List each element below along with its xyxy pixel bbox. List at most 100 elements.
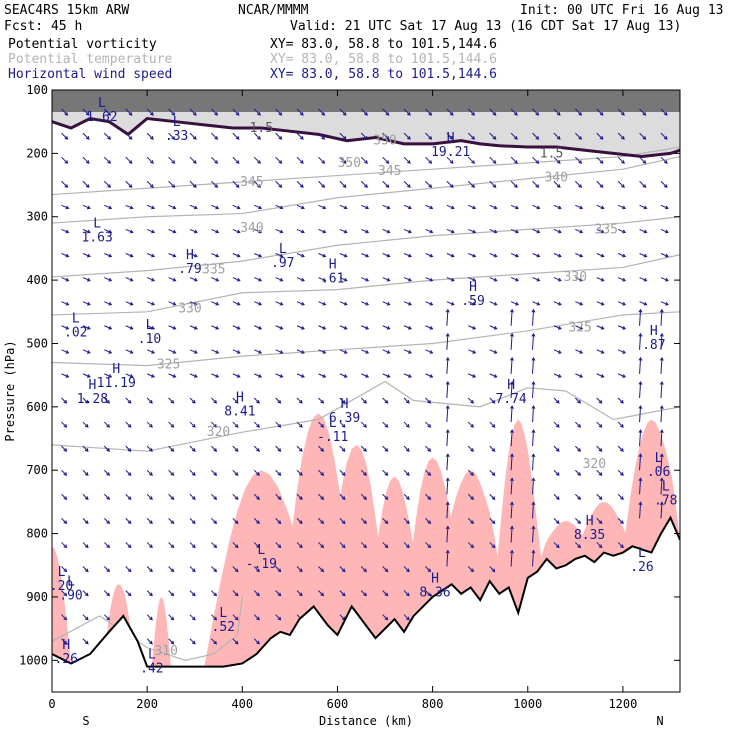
wind-arrow-head: [257, 184, 261, 188]
wind-arrow: [339, 156, 347, 164]
wind-arrow-head: [84, 544, 89, 549]
wind-arrow: [61, 204, 69, 209]
wind-arrow: [253, 518, 260, 524]
wind-arrow: [446, 406, 449, 423]
wind-arrow-head: [108, 350, 113, 354]
wind-arrow: [82, 566, 89, 572]
wind-arrow-head: [343, 374, 348, 378]
wind-arrow-head: [279, 277, 284, 282]
wind-arrow: [318, 421, 324, 428]
wind-arrow: [82, 493, 89, 500]
wind-arrow: [275, 397, 281, 404]
wind-arrow: [146, 108, 154, 116]
tropopause-contour: [52, 116, 680, 159]
wind-arrow: [553, 132, 561, 140]
wind-arrow: [232, 542, 239, 548]
wind-arrow-head: [84, 424, 89, 428]
y-tick-label: 500: [26, 336, 48, 350]
wind-arrow-head: [515, 277, 519, 282]
wind-arrow: [104, 301, 112, 306]
wind-arrow: [318, 493, 324, 500]
wind-arrow: [553, 421, 560, 428]
pv-extremum-high-marker: H: [650, 324, 658, 339]
terrain-line: [52, 515, 680, 668]
wind-arrow: [61, 108, 68, 116]
wind-arrow: [510, 180, 518, 188]
wind-arrow: [425, 469, 431, 476]
wind-arrow: [168, 156, 175, 164]
wind-arrow-head: [63, 472, 68, 476]
wind-arrow-head: [258, 326, 263, 330]
wind-arrow-head: [493, 253, 498, 258]
wind-arrow: [146, 638, 153, 645]
wind-arrow: [189, 132, 197, 140]
wind-arrow-head: [149, 592, 153, 597]
wind-arrow: [660, 430, 663, 447]
wind-arrow-head: [107, 160, 112, 164]
wind-arrow: [168, 325, 176, 330]
wind-arrow: [532, 301, 540, 306]
wind-arrow: [617, 349, 626, 354]
theta-contour-330: [52, 254, 680, 316]
wind-arrows: [61, 108, 669, 645]
wind-arrow-head: [213, 640, 218, 645]
wind-arrow-head: [191, 424, 196, 428]
wind-arrow-head: [108, 205, 113, 210]
wind-arrow-head: [599, 160, 604, 164]
wind-arrow: [146, 445, 153, 452]
wind-arrow: [146, 228, 155, 233]
wind-arrow: [446, 228, 455, 233]
wind-arrow: [532, 381, 535, 399]
wind-arrow-head: [531, 477, 536, 482]
wind-arrow-head: [384, 616, 389, 621]
pv-extremum-value: -.11: [317, 430, 348, 445]
wind-arrow-head: [536, 229, 541, 234]
wind-arrow-head: [472, 326, 477, 330]
wind-arrow: [446, 357, 449, 374]
wind-arrow: [275, 180, 282, 188]
x-tick-label: 1000: [513, 697, 542, 711]
wind-arrow: [232, 253, 240, 257]
pv-extremum-value: .52: [212, 620, 235, 635]
wind-arrow: [361, 228, 369, 233]
wind-arrow: [296, 373, 305, 378]
wind-arrow: [382, 156, 390, 164]
wind-arrow: [168, 204, 176, 209]
wind-arrow: [82, 156, 90, 164]
wind-arrow: [232, 108, 240, 116]
wind-arrow: [467, 445, 474, 452]
wind-arrow: [467, 518, 474, 524]
wind-arrow-head: [471, 184, 475, 188]
wind-arrow: [660, 502, 663, 519]
theta-contour-325: [52, 311, 680, 367]
wind-arrow: [61, 421, 67, 428]
wind-arrow: [532, 156, 539, 164]
wind-arrow-head: [191, 616, 196, 621]
wind-arrow: [553, 204, 562, 209]
wind-arrow-head: [108, 229, 113, 234]
wind-arrow: [146, 590, 153, 596]
wind-arrow-head: [127, 472, 132, 476]
wind-arrow-head: [258, 374, 263, 378]
wind-arrow: [467, 108, 475, 116]
wind-arrow: [82, 253, 91, 257]
wind-arrow-head: [445, 308, 450, 313]
wind-arrow-head: [129, 205, 134, 210]
wind-arrow-head: [407, 111, 411, 116]
pv-extremum-value: .87: [642, 338, 665, 353]
wind-arrow: [553, 180, 561, 188]
wind-arrow: [125, 180, 133, 188]
wind-arrow: [532, 277, 540, 282]
wind-arrow: [125, 518, 132, 524]
x-end-label-south: S: [82, 714, 89, 728]
wind-arrow-head: [63, 448, 68, 452]
wind-arrow: [339, 253, 348, 257]
wind-arrow-head: [193, 277, 198, 282]
wind-arrow-head: [108, 277, 113, 282]
wind-arrow-head: [298, 520, 303, 525]
wind-arrow-head: [298, 472, 303, 476]
wind-arrow-head: [65, 205, 70, 210]
wind-arrow-head: [491, 424, 496, 428]
wind-arrow: [468, 228, 476, 233]
wind-arrow-head: [86, 229, 91, 234]
